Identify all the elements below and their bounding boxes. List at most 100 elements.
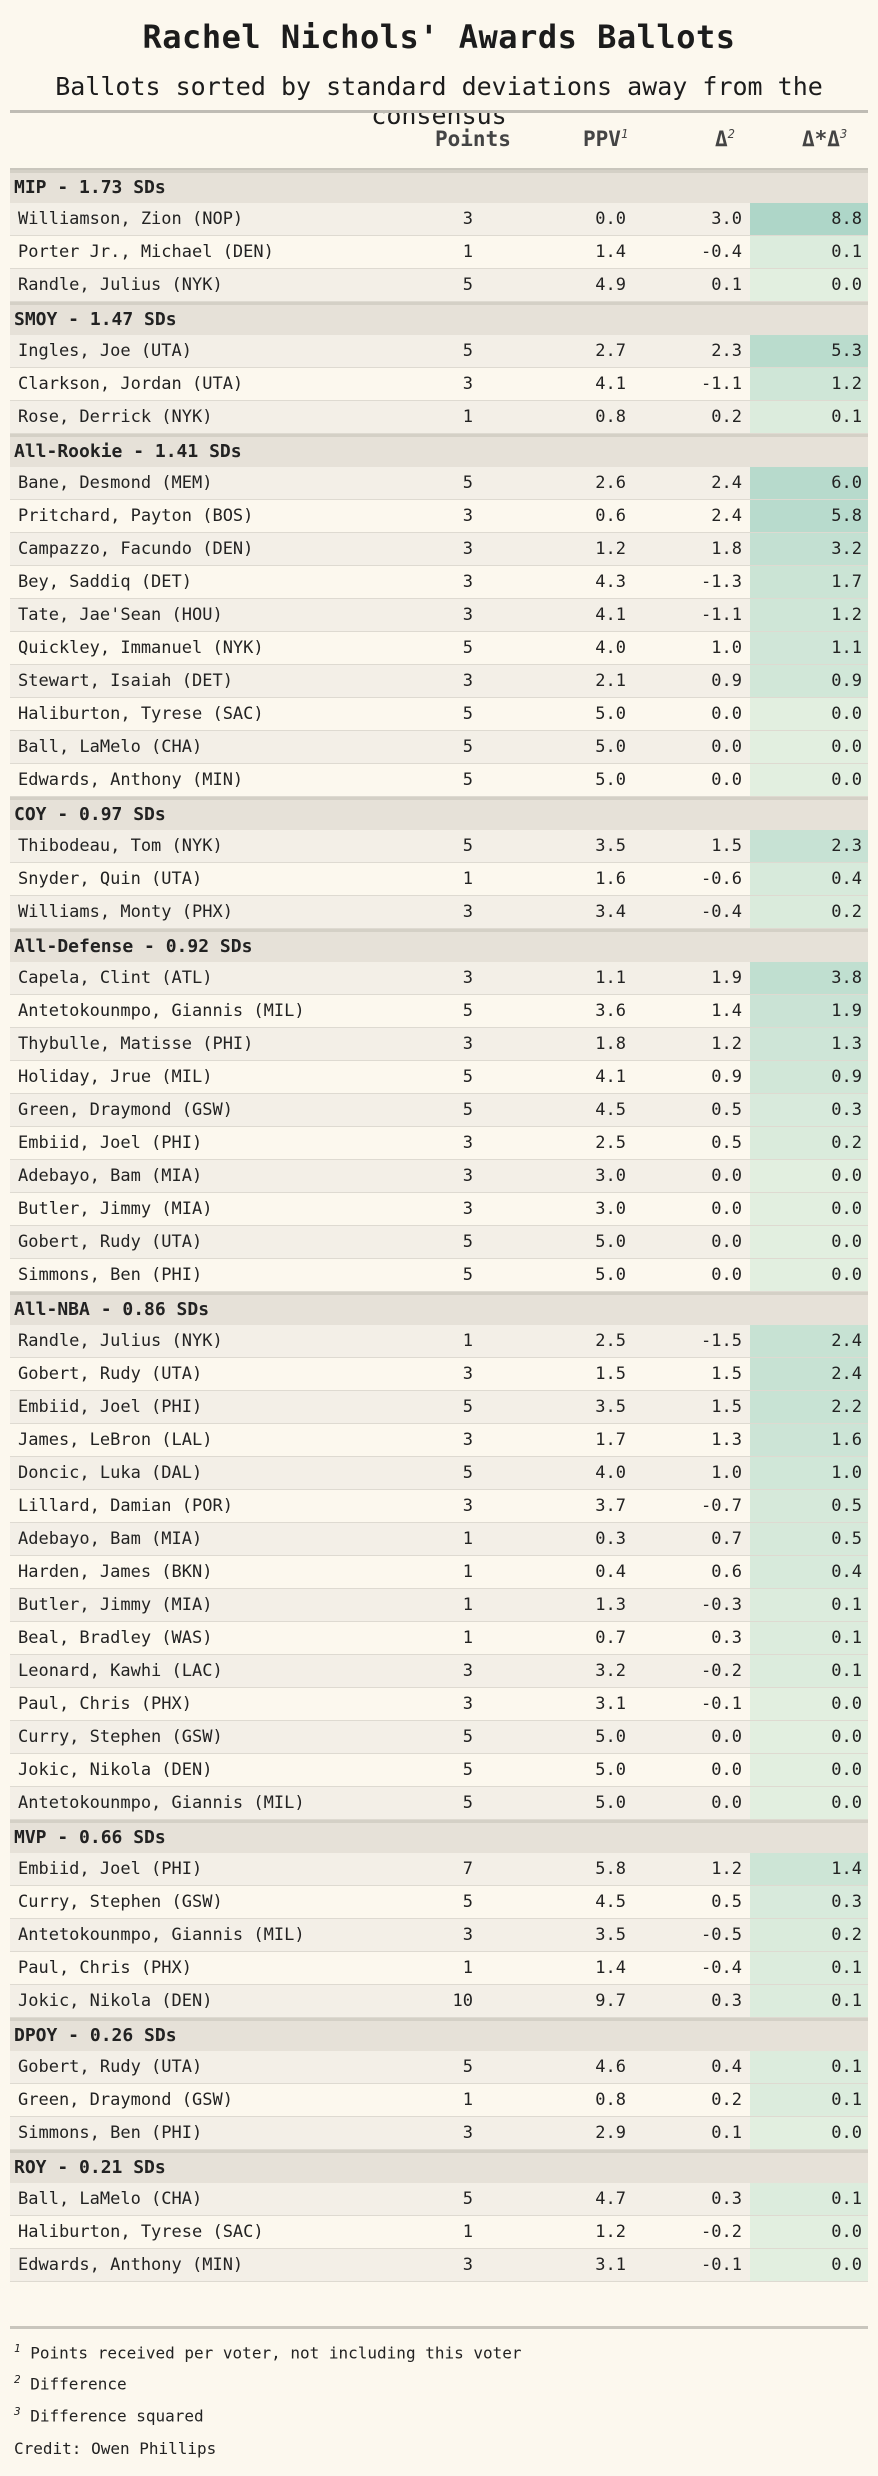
table-row: Quickley, Immanuel (NYK) 5 4.0 1.0 1.1 bbox=[10, 632, 868, 665]
ppv-value: 4.1 bbox=[595, 605, 626, 625]
table-row: Campazzo, Facundo (DEN) 3 1.2 1.8 3.2 bbox=[10, 533, 868, 566]
player-name: Butler, Jimmy (MIA) bbox=[18, 1199, 213, 1219]
table-row: Jokic, Nikola (DEN) 5 5.0 0.0 0.0 bbox=[10, 1754, 868, 1787]
player-name: Antetokounmpo, Giannis (MIL) bbox=[18, 1925, 305, 1945]
diff-squared-value: 1.2 bbox=[750, 599, 868, 631]
diff-value: -0.6 bbox=[701, 869, 742, 889]
group-header: COY - 0.97 SDs bbox=[10, 797, 868, 830]
diff-value: 0.5 bbox=[711, 1133, 742, 1153]
points-value: 3 bbox=[462, 1661, 473, 1681]
player-name: Snyder, Quin (UTA) bbox=[18, 869, 203, 889]
player-name: Rose, Derrick (NYK) bbox=[18, 407, 213, 427]
points-value: 5 bbox=[462, 1892, 473, 1912]
ppv-value: 0.6 bbox=[595, 506, 626, 526]
table-row: Clarkson, Jordan (UTA) 3 4.1 -1.1 1.2 bbox=[10, 368, 868, 401]
diff-value: 1.0 bbox=[711, 1463, 742, 1483]
diff-value: 1.2 bbox=[711, 1034, 742, 1054]
diff-squared-value: 0.1 bbox=[750, 1985, 868, 2017]
player-name: Williamson, Zion (NOP) bbox=[18, 209, 244, 229]
player-name: Green, Draymond (GSW) bbox=[18, 1100, 233, 1120]
table-header: Points PPV1 Δ2 Δ*Δ3 bbox=[10, 113, 868, 170]
table-row: Curry, Stephen (GSW) 5 5.0 0.0 0.0 bbox=[10, 1721, 868, 1754]
table-row: Butler, Jimmy (MIA) 1 1.3 -0.3 0.1 bbox=[10, 1589, 868, 1622]
diff-squared-value: 0.1 bbox=[750, 1622, 868, 1654]
ppv-value: 4.0 bbox=[595, 1463, 626, 1483]
ppv-value: 3.0 bbox=[595, 1199, 626, 1219]
ppv-value: 4.3 bbox=[595, 572, 626, 592]
diff-squared-value: 0.0 bbox=[750, 1226, 868, 1258]
ppv-value: 5.0 bbox=[595, 704, 626, 724]
points-value: 5 bbox=[462, 638, 473, 658]
player-name: Embiid, Joel (PHI) bbox=[18, 1397, 203, 1417]
ppv-value: 5.0 bbox=[595, 1793, 626, 1813]
ppv-value: 5.0 bbox=[595, 1727, 626, 1747]
player-name: Bey, Saddiq (DET) bbox=[18, 572, 192, 592]
points-value: 5 bbox=[462, 1793, 473, 1813]
ppv-value: 5.0 bbox=[595, 1232, 626, 1252]
points-value: 1 bbox=[462, 1562, 473, 1582]
points-value: 1 bbox=[462, 2090, 473, 2110]
footnote-1: 1 Points received per voter, not includi… bbox=[14, 2342, 522, 2363]
ppv-value: 2.1 bbox=[595, 671, 626, 691]
diff-value: -0.4 bbox=[701, 902, 742, 922]
diff-value: -0.1 bbox=[701, 2255, 742, 2275]
points-value: 3 bbox=[462, 2255, 473, 2275]
group-header: All-Defense - 0.92 SDs bbox=[10, 929, 868, 962]
diff-squared-value: 0.5 bbox=[750, 1523, 868, 1555]
table-row: Adebayo, Bam (MIA) 3 3.0 0.0 0.0 bbox=[10, 1160, 868, 1193]
player-name: Tate, Jae'Sean (HOU) bbox=[18, 605, 223, 625]
diff-value: -1.1 bbox=[701, 605, 742, 625]
ppv-value: 1.2 bbox=[595, 539, 626, 559]
ppv-value: 1.5 bbox=[595, 1364, 626, 1384]
diff-value: 0.3 bbox=[711, 2189, 742, 2209]
points-value: 3 bbox=[462, 572, 473, 592]
ppv-value: 5.0 bbox=[595, 1760, 626, 1780]
diff-squared-value: 1.2 bbox=[750, 368, 868, 400]
player-name: Stewart, Isaiah (DET) bbox=[18, 671, 233, 691]
diff-value: -0.4 bbox=[701, 242, 742, 262]
points-value: 3 bbox=[462, 1694, 473, 1714]
player-name: Bane, Desmond (MEM) bbox=[18, 473, 213, 493]
ppv-value: 0.8 bbox=[595, 2090, 626, 2110]
ppv-value: 4.1 bbox=[595, 374, 626, 394]
diff-value: -0.3 bbox=[701, 1595, 742, 1615]
table-row: Simmons, Ben (PHI) 5 5.0 0.0 0.0 bbox=[10, 1259, 868, 1292]
page-subtitle: Ballots sorted by standard deviations aw… bbox=[55, 72, 823, 130]
ppv-value: 9.7 bbox=[595, 1991, 626, 2011]
table-row: Paul, Chris (PHX) 1 1.4 -0.4 0.1 bbox=[10, 1952, 868, 1985]
ppv-value: 1.7 bbox=[595, 1430, 626, 1450]
table-row: Simmons, Ben (PHI) 3 2.9 0.1 0.0 bbox=[10, 2117, 868, 2150]
ppv-value: 1.4 bbox=[595, 1958, 626, 1978]
points-value: 5 bbox=[462, 2057, 473, 2077]
group-header: All-NBA - 0.86 SDs bbox=[10, 1292, 868, 1325]
table-row: Randle, Julius (NYK) 1 2.5 -1.5 2.4 bbox=[10, 1325, 868, 1358]
ppv-value: 3.5 bbox=[595, 1925, 626, 1945]
ppv-value: 3.7 bbox=[595, 1496, 626, 1516]
diff-squared-value: 0.1 bbox=[750, 1589, 868, 1621]
diff-squared-value: 1.6 bbox=[750, 1424, 868, 1456]
table-row: Bey, Saddiq (DET) 3 4.3 -1.3 1.7 bbox=[10, 566, 868, 599]
table-row: Harden, James (BKN) 1 0.4 0.6 0.4 bbox=[10, 1556, 868, 1589]
diff-value: -0.5 bbox=[701, 1925, 742, 1945]
ppv-value: 3.5 bbox=[595, 836, 626, 856]
diff-value: 1.3 bbox=[711, 1430, 742, 1450]
ppv-value: 4.5 bbox=[595, 1892, 626, 1912]
player-name: Capela, Clint (ATL) bbox=[18, 968, 213, 988]
player-name: Ball, LaMelo (CHA) bbox=[18, 737, 203, 757]
player-name: Edwards, Anthony (MIN) bbox=[18, 2255, 244, 2275]
player-name: Holiday, Jrue (MIL) bbox=[18, 1067, 213, 1087]
group-header: DPOY - 0.26 SDs bbox=[10, 2018, 868, 2051]
diff-squared-value: 2.3 bbox=[750, 830, 868, 862]
player-name: Simmons, Ben (PHI) bbox=[18, 2123, 203, 2143]
table-row: Ball, LaMelo (CHA) 5 5.0 0.0 0.0 bbox=[10, 731, 868, 764]
table-row: Lillard, Damian (POR) 3 3.7 -0.7 0.5 bbox=[10, 1490, 868, 1523]
diff-squared-value: 0.1 bbox=[750, 236, 868, 268]
points-value: 3 bbox=[462, 506, 473, 526]
ppv-value: 3.1 bbox=[595, 2255, 626, 2275]
points-value: 5 bbox=[462, 1727, 473, 1747]
diff-squared-value: 0.0 bbox=[750, 1688, 868, 1720]
player-name: Pritchard, Payton (BOS) bbox=[18, 506, 254, 526]
ppv-value: 1.6 bbox=[595, 869, 626, 889]
table-row: Paul, Chris (PHX) 3 3.1 -0.1 0.0 bbox=[10, 1688, 868, 1721]
